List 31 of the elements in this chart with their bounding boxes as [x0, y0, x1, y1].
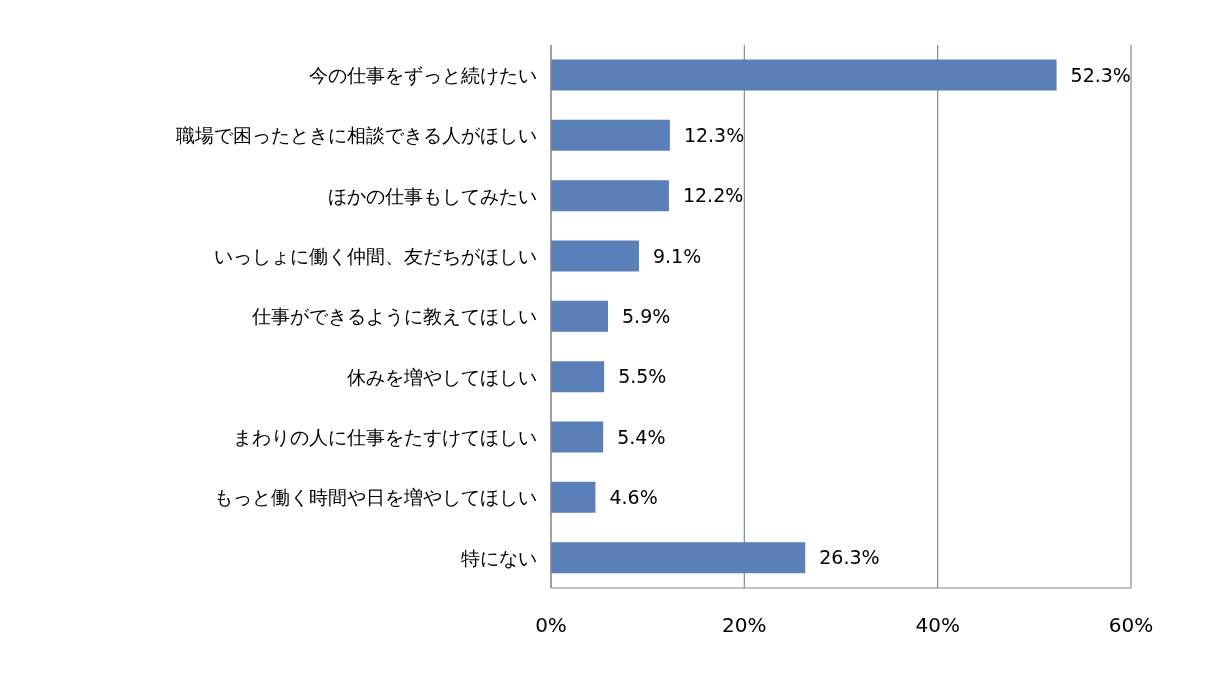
bar: [551, 180, 669, 212]
x-tick-label: 60%: [1108, 613, 1154, 638]
bar: [551, 361, 605, 393]
data-label: 5.5%: [618, 365, 667, 388]
bar: [551, 59, 1057, 91]
bar: [551, 240, 639, 272]
y-tick-label: ほかの仕事もしてみたい: [328, 184, 537, 207]
y-tick-label: 休みを増やしてほしい: [347, 365, 537, 388]
data-label: 26.3%: [819, 546, 880, 569]
data-label: 12.2%: [682, 184, 744, 207]
y-tick-label: 職場で困ったときに相談できる人がほしい: [176, 124, 537, 147]
data-label: 12.3%: [683, 124, 745, 147]
y-tick-label: 特にない: [461, 546, 537, 569]
x-tick-label: 40%: [915, 613, 960, 638]
x-tick-label: 0%: [535, 613, 567, 638]
data-label: 5.4%: [617, 425, 666, 448]
bar: [551, 119, 670, 151]
data-label: 4.6%: [609, 486, 658, 509]
y-tick-label: 仕事ができるように教えてほしい: [251, 305, 537, 328]
y-tick-label: 今の仕事をずっと続けたい: [309, 63, 537, 86]
data-label: 9.1%: [652, 244, 702, 267]
y-tick-label: もっと働く時間や日を増やしてほしい: [214, 486, 537, 509]
y-tick-label: いっしょに働く仲間、友だちがほしい: [214, 244, 537, 267]
data-label: 5.9%: [622, 305, 671, 328]
bar: [551, 542, 806, 574]
y-tick-label: まわりの人に仕事をたすけてほしい: [233, 425, 537, 448]
bar: [551, 300, 609, 332]
data-label: 52.3%: [1070, 63, 1131, 86]
bar: [551, 481, 596, 513]
bar: [551, 421, 604, 453]
x-tick-label: 20%: [722, 613, 767, 638]
